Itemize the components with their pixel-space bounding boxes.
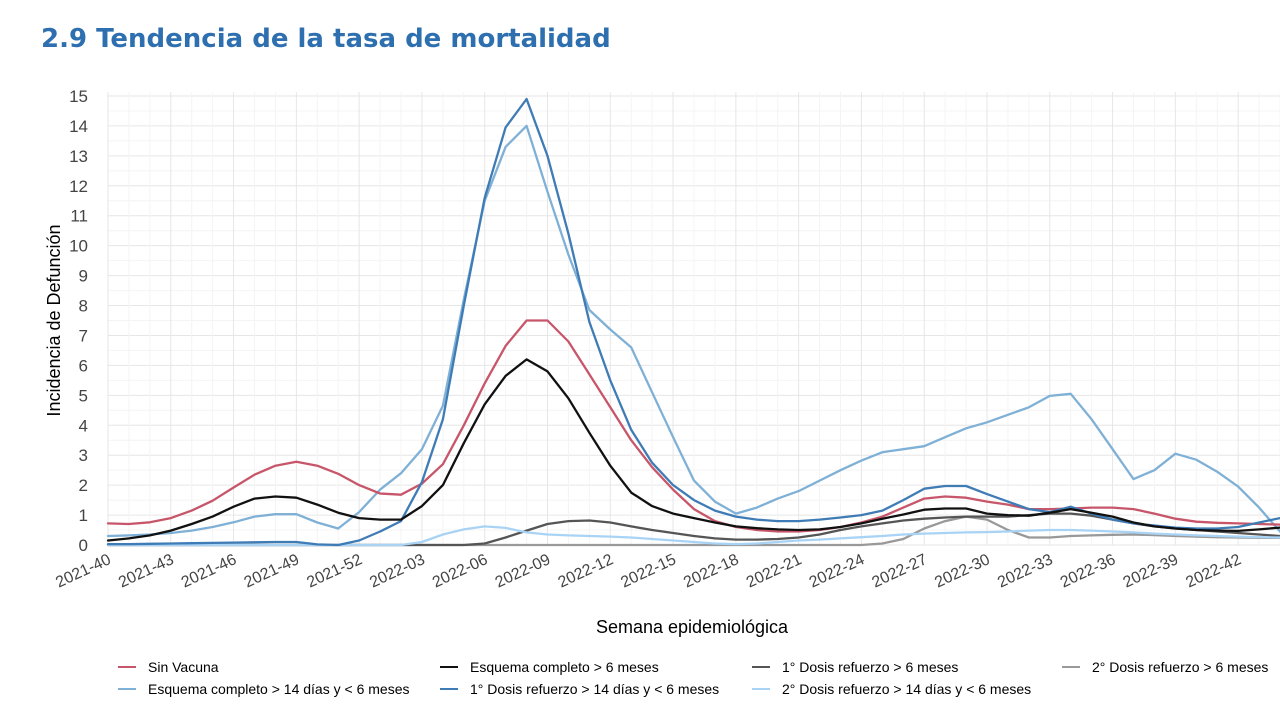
x-tick-label: 2021-40 xyxy=(53,551,113,591)
legend-label: 1° Dosis refuerzo > 14 días y < 6 meses xyxy=(470,681,720,697)
x-tick-label: 2022-42 xyxy=(1183,551,1243,591)
x-tick-label: 2022-21 xyxy=(744,551,804,591)
series-lines xyxy=(106,97,1280,547)
x-tick-label: 2022-09 xyxy=(493,551,553,591)
y-tick-label: 14 xyxy=(69,117,88,136)
legend-item: 1° Dosis refuerzo > 14 días y < 6 meses xyxy=(440,681,719,697)
x-tick-label: 2021-43 xyxy=(116,551,176,591)
grid xyxy=(107,92,1280,546)
x-tick-label: 2022-12 xyxy=(556,551,616,591)
y-tick-label: 13 xyxy=(69,147,88,166)
x-tick-label: 2022-15 xyxy=(618,551,678,591)
series-line xyxy=(106,124,1280,538)
y-axis-title: Incidencia de Defunción xyxy=(44,224,64,416)
legend-item: 1° Dosis refuerzo > 6 meses xyxy=(752,659,958,675)
x-tick-label: 2021-46 xyxy=(179,551,239,591)
y-tick-label: 6 xyxy=(79,356,88,375)
legend-swatch xyxy=(440,666,458,668)
legend-swatch xyxy=(440,688,458,690)
y-tick-label: 1 xyxy=(79,506,88,525)
y-tick-label: 9 xyxy=(79,267,88,286)
legend-item: Esquema completo > 6 meses xyxy=(440,659,659,675)
x-tick-label: 2021-49 xyxy=(242,551,302,591)
x-tick-label: 2022-27 xyxy=(870,551,930,591)
legend-item: 2° Dosis refuerzo > 6 meses xyxy=(1062,659,1268,675)
series-line xyxy=(106,358,1280,542)
legend-swatch xyxy=(1062,666,1080,668)
x-tick-label: 2022-03 xyxy=(367,551,427,591)
y-tick-label: 4 xyxy=(79,416,88,435)
page-title: 2.9 Tendencia de la tasa de mortalidad xyxy=(41,24,611,54)
legend-swatch xyxy=(752,666,770,668)
y-tick-label: 7 xyxy=(79,326,88,345)
legend-label: 2° Dosis refuerzo > 6 meses xyxy=(1092,659,1269,675)
x-tick-label: 2022-36 xyxy=(1058,551,1118,591)
y-tick-label: 15 xyxy=(69,87,88,106)
y-tick-label: 12 xyxy=(69,177,88,196)
x-tick-label: 2022-30 xyxy=(932,551,992,591)
legend-label: Esquema completo > 14 días y < 6 meses xyxy=(148,681,410,697)
legend-label: Esquema completo > 6 meses xyxy=(470,659,659,675)
y-tick-label: 3 xyxy=(79,446,88,465)
y-tick-label: 11 xyxy=(70,207,88,226)
y-tick-label: 5 xyxy=(79,386,88,405)
series-line xyxy=(106,525,1280,547)
legend-item: 2° Dosis refuerzo > 14 días y < 6 meses xyxy=(752,681,1031,697)
legend-item: Sin Vacuna xyxy=(118,659,219,675)
x-tick-label: 2022-39 xyxy=(1121,551,1181,591)
y-tick-label: 2 xyxy=(79,476,88,495)
x-tick-label: 2022-33 xyxy=(995,551,1055,591)
x-tick-label: 2022-06 xyxy=(430,551,490,591)
y-tick-label: 10 xyxy=(69,237,88,256)
legend-label: Sin Vacuna xyxy=(148,659,219,675)
legend-label: 1° Dosis refuerzo > 6 meses xyxy=(782,659,959,675)
y-tick-label: 8 xyxy=(79,297,88,316)
x-axis-title: Semana epidemiológica xyxy=(596,617,789,637)
legend-swatch xyxy=(752,688,770,690)
legend-swatch xyxy=(118,666,136,668)
x-tick-label: 2022-24 xyxy=(807,551,867,591)
legend-swatch xyxy=(118,688,136,690)
y-tick-label: 0 xyxy=(79,536,88,555)
x-tick-label: 2022-18 xyxy=(681,551,741,591)
legend-label: 2° Dosis refuerzo > 14 días y < 6 meses xyxy=(782,681,1032,697)
x-tick-label: 2021-52 xyxy=(304,551,364,591)
legend-item: Esquema completo > 14 días y < 6 meses xyxy=(118,681,409,697)
series-line xyxy=(106,319,1280,533)
